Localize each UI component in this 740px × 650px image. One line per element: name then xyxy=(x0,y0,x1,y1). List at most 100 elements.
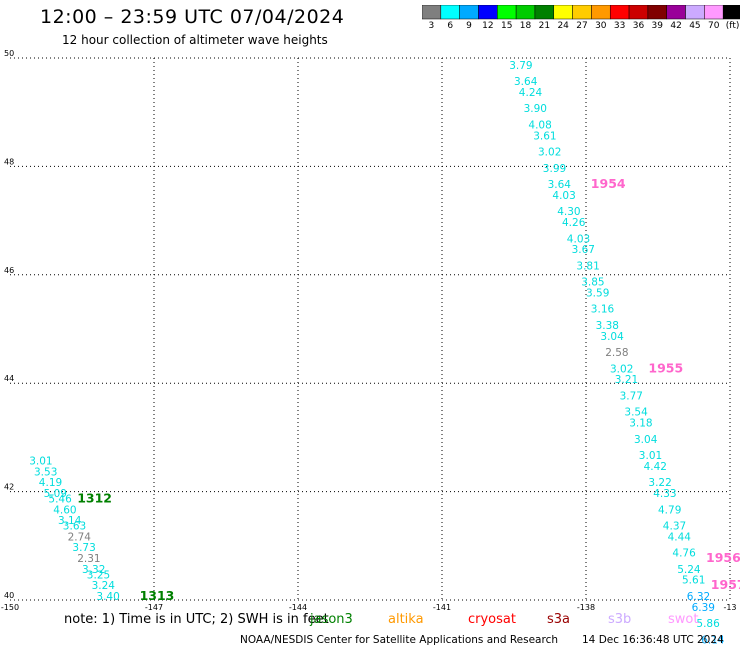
wave-height-value: 3.01 xyxy=(639,450,662,462)
wave-height-value: 3.99 xyxy=(543,163,566,175)
wave-height-value: 3.22 xyxy=(648,477,671,489)
wave-height-value: 3.04 xyxy=(600,331,624,343)
wave-height-value: 3.63 xyxy=(63,521,86,533)
y-tick-label: 44 xyxy=(4,374,14,383)
color-scale-label: 18 xyxy=(519,21,532,31)
wave-height-value: 3.59 xyxy=(586,287,609,299)
wave-height-value: 4.42 xyxy=(644,461,667,473)
x-tick-label: -138 xyxy=(577,603,595,612)
color-scale-label: 3 xyxy=(428,21,435,31)
color-scale-label: 70 xyxy=(708,21,720,31)
satellite-legend-cryosat: cryosat xyxy=(468,612,516,627)
y-tick-label: 50 xyxy=(4,49,14,58)
wave-height-value: 4.24 xyxy=(519,87,543,99)
wave-height-value: 6.14 xyxy=(701,634,725,646)
wave-height-value: 5.86 xyxy=(696,618,720,630)
color-scale-label: 21 xyxy=(538,21,551,31)
wave-height-value: 4.30 xyxy=(557,206,580,218)
y-tick-label: 40 xyxy=(4,591,14,600)
footer-timestamp: 14 Dec 16:36:48 UTC 2024 xyxy=(582,634,724,646)
pass-time-label: 1957 xyxy=(711,577,740,592)
wave-height-value: 4.03 xyxy=(552,190,575,202)
wave-height-value: 6.32 xyxy=(687,591,710,603)
wave-height-value: 5.09 xyxy=(44,488,67,500)
pass-time-label: 1313 xyxy=(140,588,175,603)
wave-height-value: 3.61 xyxy=(533,130,556,142)
wave-height-value: 3.90 xyxy=(524,103,547,115)
wave-height-value: 3.73 xyxy=(72,542,95,554)
wave-height-value: 3.67 xyxy=(572,244,595,256)
x-tick-label: -150 xyxy=(1,603,19,612)
wave-height-value: 2.74 xyxy=(68,531,92,543)
y-tick-label: 48 xyxy=(4,157,14,166)
wave-height-value: 4.76 xyxy=(672,548,696,560)
x-tick-label: -141 xyxy=(433,603,451,612)
x-tick-label: -147 xyxy=(145,603,163,612)
color-scale-label: 24 xyxy=(557,21,569,31)
satellite-legend-altika: altika xyxy=(388,612,424,627)
wave-height-value: 3.53 xyxy=(34,466,57,478)
color-scale-label: 9 xyxy=(466,21,472,31)
map-subtitle: 12 hour collection of altimeter wave hei… xyxy=(62,33,328,47)
wave-height-value: 3.77 xyxy=(620,390,643,402)
wave-height-value: 3.18 xyxy=(629,418,652,430)
wave-height-value: 4.26 xyxy=(562,217,586,229)
color-scale-label: 6 xyxy=(447,21,454,31)
wave-height-value: 6.39 xyxy=(692,602,715,614)
color-scale-label: 42 xyxy=(670,21,682,31)
footer-source: NOAA/NESDIS Center for Satellite Applica… xyxy=(240,634,558,646)
pass-time-label: 1955 xyxy=(648,360,683,375)
color-scale-label: 12 xyxy=(482,21,494,31)
color-scale-labels: 3 6 9 12 15 18 21 24 27 30 33 36 39 42 45 70 (ft) xyxy=(422,21,740,35)
wave-height-value: 4.03 xyxy=(567,233,590,245)
wave-height-value: 3.25 xyxy=(87,569,110,581)
color-scale-label: 36 xyxy=(632,21,645,31)
color-scale-label: 30 xyxy=(595,21,607,31)
wave-height-value: 4.79 xyxy=(658,504,681,516)
wave-height-value: 4.33 xyxy=(653,488,676,500)
wave-height-value: 3.02 xyxy=(610,363,633,375)
wave-height-value: 2.58 xyxy=(605,347,628,359)
wave-height-color-scale xyxy=(422,5,740,20)
wave-height-value: 3.14 xyxy=(58,515,82,527)
wave-height-value: 3.64 xyxy=(548,179,572,191)
wave-height-value: 3.24 xyxy=(92,580,116,592)
color-scale-label: 45 xyxy=(689,21,701,31)
wave-height-value: 3.01 xyxy=(29,456,52,468)
color-scale-label: 15 xyxy=(500,21,513,31)
footer-note: note: 1) Time is in UTC; 2) SWH is in fe… xyxy=(64,612,329,627)
wave-height-value: 4.19 xyxy=(39,477,62,489)
wave-height-value: 3.40 xyxy=(96,591,119,603)
x-tick-label: -144 xyxy=(289,603,307,612)
wave-height-value: 4.60 xyxy=(53,504,76,516)
color-swatch xyxy=(722,5,740,20)
pass-time-label: 1956 xyxy=(706,550,740,565)
color-scale-label: (ft) xyxy=(725,21,740,31)
satellite-legend-s3a: s3a xyxy=(547,612,571,627)
wave-height-value: 5.61 xyxy=(682,575,705,587)
color-scale-label: 27 xyxy=(576,21,588,31)
wave-height-value: 3.81 xyxy=(576,260,599,272)
wave-height-value: 3.16 xyxy=(591,304,615,316)
color-scale-label: 39 xyxy=(651,21,664,31)
satellite-legend-jason3: jason3 xyxy=(310,612,353,627)
satellite-legend-swot: swot xyxy=(668,612,699,627)
satellite-legend-s3b: s3b xyxy=(608,612,632,627)
wave-height-value: 3.04 xyxy=(634,434,658,446)
wave-height-value: 3.79 xyxy=(509,60,532,72)
wave-height-value: 4.08 xyxy=(528,119,551,131)
wave-height-value: 3.32 xyxy=(82,564,105,576)
wave-height-value: 2.31 xyxy=(77,553,100,565)
pass-time-label: 1312 xyxy=(77,490,112,505)
wave-height-value: 3.02 xyxy=(538,147,561,159)
x-tick-label: -13 xyxy=(723,603,736,612)
map-title: 12:00 – 23:59 UTC 07/04/2024 xyxy=(40,6,345,28)
color-scale-label: 33 xyxy=(613,21,626,31)
wave-height-value: 5.24 xyxy=(677,564,701,576)
y-tick-label: 46 xyxy=(4,266,14,275)
wave-height-value: 3.54 xyxy=(624,407,648,419)
wave-height-value: 3.85 xyxy=(581,277,604,289)
wave-height-value: 3.21 xyxy=(615,374,638,386)
wave-height-value: 4.44 xyxy=(668,531,692,543)
